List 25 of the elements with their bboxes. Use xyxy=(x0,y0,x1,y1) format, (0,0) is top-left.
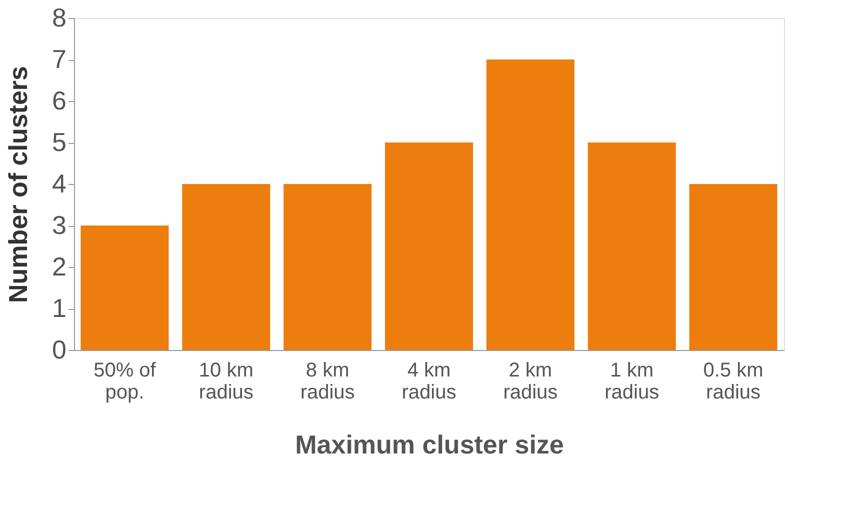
y-tick-label: 3 xyxy=(52,210,66,240)
x-tick-label: 2 km radius xyxy=(503,360,558,404)
bar xyxy=(385,142,473,350)
x-tick-label: 50% of pop. xyxy=(94,360,156,404)
bar xyxy=(182,184,270,350)
bar xyxy=(284,184,372,350)
y-tick-label: 0 xyxy=(52,334,66,364)
y-tick-label: 7 xyxy=(52,44,66,74)
x-tick-label: 1 km radius xyxy=(604,360,660,404)
y-tick-label: 2 xyxy=(52,252,66,282)
x-tick-label: 10 km radius xyxy=(198,360,254,404)
y-tick-label: 8 xyxy=(52,2,66,32)
y-tick-label: 6 xyxy=(52,86,66,116)
y-tick-label: 4 xyxy=(52,168,66,198)
y-tick-label: 5 xyxy=(52,127,66,157)
x-tick-label: 0.5 km radius xyxy=(703,360,764,404)
x-axis-title: Maximum cluster size xyxy=(295,430,564,460)
bar xyxy=(588,142,676,350)
bar xyxy=(689,184,778,350)
x-tick-label: 8 km radius xyxy=(300,360,355,404)
bar xyxy=(486,60,574,350)
y-tick-label: 1 xyxy=(52,293,66,323)
x-tick-label: 4 km radius xyxy=(402,360,456,404)
y-axis-title: Number of clusters xyxy=(3,66,34,303)
bar xyxy=(80,226,169,350)
